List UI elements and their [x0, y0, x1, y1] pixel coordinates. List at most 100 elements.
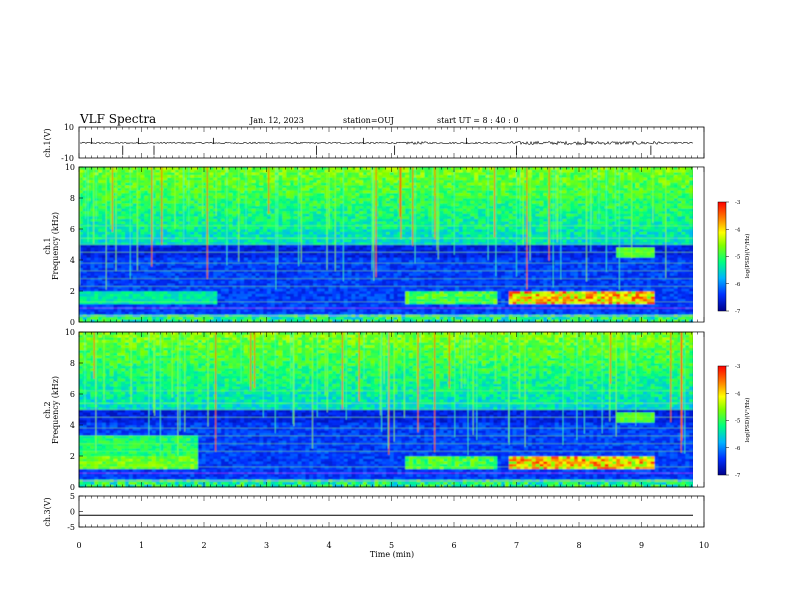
spectrogram-cell	[320, 169, 325, 173]
spectrogram-cell	[132, 272, 137, 276]
spectrogram-cell	[167, 229, 172, 232]
spectrogram-cell	[320, 309, 325, 312]
spectrogram-cell	[144, 182, 149, 186]
spectrogram-cell	[220, 285, 226, 289]
spectrogram-cell	[167, 241, 172, 245]
spectrogram-cell	[140, 275, 145, 279]
spectrogram-cell	[297, 296, 302, 300]
spectrogram-cell	[240, 234, 245, 238]
spectrogram-cell	[366, 210, 371, 214]
spectrogram-cell	[171, 278, 176, 281]
spectrogram-cell	[286, 288, 291, 292]
spectrogram-cell	[136, 301, 141, 305]
spectrogram-cell	[228, 291, 233, 294]
spectrogram-cell	[316, 303, 322, 307]
spectrogram-cell	[351, 213, 356, 217]
spectrogram-cell	[240, 309, 245, 312]
spectrogram-cell	[389, 303, 394, 307]
spectrogram-cell	[320, 179, 325, 183]
spectrogram-cell	[336, 260, 341, 263]
spectrogram-cell	[389, 229, 394, 232]
spectrogram-cell	[190, 267, 195, 271]
spectrogram-cell	[125, 262, 130, 266]
spectrogram-cell	[220, 179, 226, 183]
spectrogram-cell	[209, 208, 214, 212]
spectrogram-cell	[316, 316, 322, 320]
spectrogram-cell	[90, 275, 95, 279]
spectrogram-cell	[121, 218, 126, 222]
spectrogram-cell	[86, 319, 91, 323]
spectrogram-cell	[128, 182, 134, 186]
spectrogram-cell	[125, 187, 130, 191]
spectrogram-cell	[194, 244, 199, 248]
spectrogram-cell	[282, 198, 287, 201]
spectrogram-cell	[316, 198, 322, 201]
spectrogram-cell	[336, 265, 341, 269]
spectrogram-cell	[121, 293, 126, 297]
spectrogram-cell	[336, 226, 341, 230]
spectrogram-cell	[347, 296, 352, 300]
spectrogram-cell	[140, 285, 145, 289]
spectrogram-cell	[209, 221, 214, 225]
spectrogram-cell	[197, 167, 203, 170]
spectrogram-cell	[263, 311, 268, 315]
spectrogram-cell	[163, 208, 168, 212]
spectrogram-cell	[351, 309, 356, 312]
spectrogram-cell	[309, 293, 314, 297]
spectrogram-cell	[197, 309, 203, 312]
spectrogram-cell	[90, 205, 95, 209]
spectrogram-cell	[98, 169, 103, 173]
spectrogram-cell	[151, 200, 157, 204]
spectrogram-cell	[309, 182, 314, 186]
spectrogram-cell	[109, 319, 114, 323]
spectrogram-cell	[197, 198, 203, 201]
spectrogram-cell	[151, 208, 157, 212]
spectrogram-cell	[174, 174, 180, 178]
spectrogram-cell	[232, 200, 237, 204]
spectrogram-cell	[332, 291, 337, 294]
spectrogram-cell	[82, 249, 87, 253]
spectrogram-cell	[393, 192, 398, 196]
spectrogram-cell	[174, 291, 180, 294]
spectrogram-cell	[228, 234, 233, 238]
spectrogram-cell	[90, 316, 95, 320]
spectrogram-cell	[278, 223, 283, 227]
spectrogram-cell	[171, 174, 176, 178]
spectrogram-cell	[247, 208, 252, 212]
spectrogram-cell	[278, 190, 283, 194]
spectrogram-cell	[90, 296, 95, 300]
spectrogram-cell	[178, 252, 183, 256]
spectrogram-cell	[105, 203, 110, 207]
spectrogram-cell	[263, 231, 268, 235]
spectrogram-cell	[313, 192, 318, 196]
spectrogram-cell	[378, 218, 383, 222]
spectrogram-cell	[117, 208, 122, 212]
spectrogram-cell	[366, 280, 371, 284]
spectrogram-cell	[132, 174, 137, 178]
spectrogram-cell	[201, 283, 206, 287]
spectrogram-cell	[359, 169, 364, 173]
spectrogram-cell	[217, 226, 222, 230]
spectrogram-cell	[347, 216, 352, 219]
spectrogram-cell	[209, 234, 214, 238]
spectrogram-cell	[290, 257, 295, 261]
spectrogram-cell	[109, 226, 114, 230]
spectrogram-cell	[232, 185, 237, 188]
spectrogram-cell	[213, 172, 218, 176]
spectrogram-cell	[366, 311, 371, 315]
spectrogram-cell	[347, 200, 352, 204]
spectrogram-cell	[240, 203, 245, 207]
spectrogram-cell	[305, 174, 310, 178]
spectrogram-cell	[155, 252, 160, 256]
spectrogram-cell	[305, 252, 310, 256]
spectrogram-cell	[378, 244, 383, 248]
spectrogram-cell	[309, 257, 314, 261]
spectrogram-cell	[140, 262, 145, 266]
spectrogram-cell	[159, 244, 164, 248]
spectrogram-cell	[186, 278, 191, 281]
spectrogram-cell	[286, 179, 291, 183]
spectrogram-cell	[305, 190, 310, 194]
spectrogram-cell	[359, 252, 364, 256]
spectrogram-cell	[217, 167, 222, 170]
spectrogram-cell	[263, 234, 268, 238]
